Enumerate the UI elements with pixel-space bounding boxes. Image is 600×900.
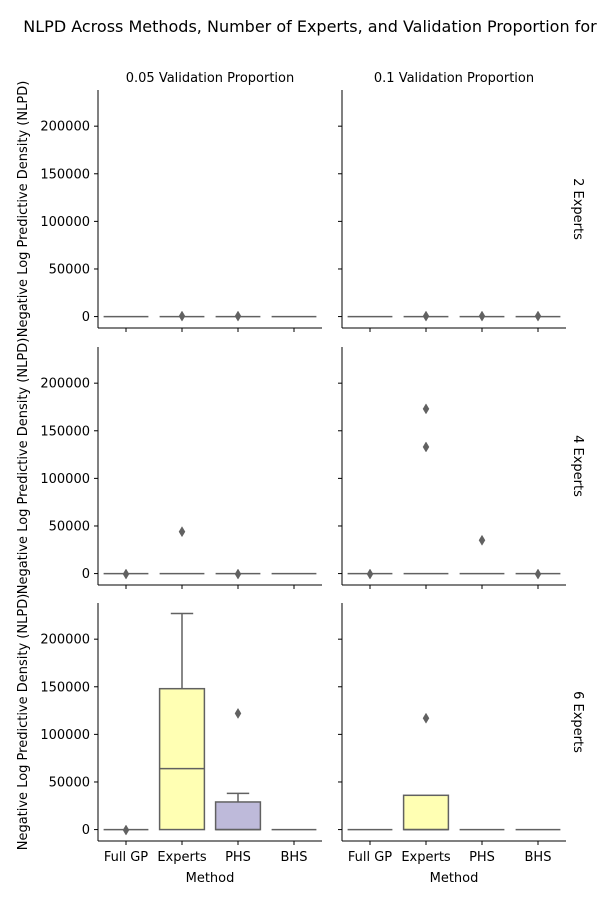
y-axis-label-row-3: Negative Log Predictive Density (NLPD) <box>16 594 31 851</box>
panel-2-1: 0 50000 100000 150000 200000 <box>40 347 322 589</box>
y-tick-label: 150000 <box>40 424 90 439</box>
outlier-point <box>478 534 486 546</box>
x-axis-label-right: Method <box>430 871 479 886</box>
y-tick-label: 50000 <box>49 262 90 277</box>
outlier-point <box>234 707 242 719</box>
outlier-point <box>422 310 430 322</box>
y-tick-label: 0 <box>82 310 90 325</box>
y-tick-label: 200000 <box>40 633 90 648</box>
outlier-point <box>422 441 430 453</box>
outlier-point <box>122 824 130 836</box>
panels-group: 0 50000 100000 150000 200000 0 50000 100000 1500… <box>40 90 566 865</box>
x-tick-label: BHS <box>281 850 308 865</box>
outlier-point <box>534 310 542 322</box>
box-experts <box>158 687 206 831</box>
row-label-4-experts: 4 Experts <box>570 435 585 497</box>
outlier-point <box>366 568 374 580</box>
box-phs <box>214 801 262 831</box>
y-tick-label: 50000 <box>49 775 90 790</box>
col-label-0-05: 0.05 Validation Proportion <box>126 71 294 86</box>
y-tick-label: 100000 <box>40 472 90 487</box>
y-tick-label: 150000 <box>40 167 90 182</box>
x-axis-label-left: Method <box>186 871 235 886</box>
y-tick-label: 0 <box>82 823 90 838</box>
box-experts <box>402 794 450 831</box>
panel-1-1: 0 50000 100000 150000 200000 <box>40 90 322 332</box>
y-tick-label: 200000 <box>40 120 90 135</box>
panel-1-2 <box>338 90 566 332</box>
outlier-point <box>178 526 186 538</box>
outlier-point <box>478 310 486 322</box>
y-tick-label: 100000 <box>40 215 90 230</box>
row-label-2-experts: 2 Experts <box>570 178 585 240</box>
outlier-point <box>422 712 430 724</box>
y-tick-label: 50000 <box>49 519 90 534</box>
y-tick-label: 150000 <box>40 680 90 695</box>
y-tick-label: 100000 <box>40 728 90 743</box>
outlier-point <box>534 568 542 580</box>
panel-3-1: 0 50000 100000 150000 200000 Full GP Experts PH… <box>40 603 322 865</box>
panel-3-2: Full GP Experts PHS BHS <box>338 603 566 865</box>
outlier-point <box>122 568 130 580</box>
y-tick-label: 200000 <box>40 377 90 392</box>
outlier-point <box>422 403 430 415</box>
col-label-0-1: 0.1 Validation Proportion <box>374 71 534 86</box>
x-tick-label: PHS <box>225 850 251 865</box>
x-tick-label: Full GP <box>104 850 148 865</box>
x-tick-label: Experts <box>157 850 207 865</box>
outlier-point <box>178 310 186 322</box>
outlier-point <box>234 310 242 322</box>
x-tick-label: Full GP <box>348 850 392 865</box>
chart-title: NLPD Across Methods, Number of Experts, … <box>23 17 597 36</box>
y-axis-label-row-1: Negative Log Predictive Density (NLPD) <box>16 81 31 338</box>
x-tick-label: BHS <box>525 850 552 865</box>
y-tick-label: 0 <box>82 567 90 582</box>
y-axis-label-row-2: Negative Log Predictive Density (NLPD) <box>16 338 31 595</box>
panel-2-2 <box>338 347 566 589</box>
row-label-6-experts: 6 Experts <box>570 691 585 753</box>
x-tick-label: Experts <box>401 850 451 865</box>
outlier-point <box>234 568 242 580</box>
x-tick-label: PHS <box>469 850 495 865</box>
